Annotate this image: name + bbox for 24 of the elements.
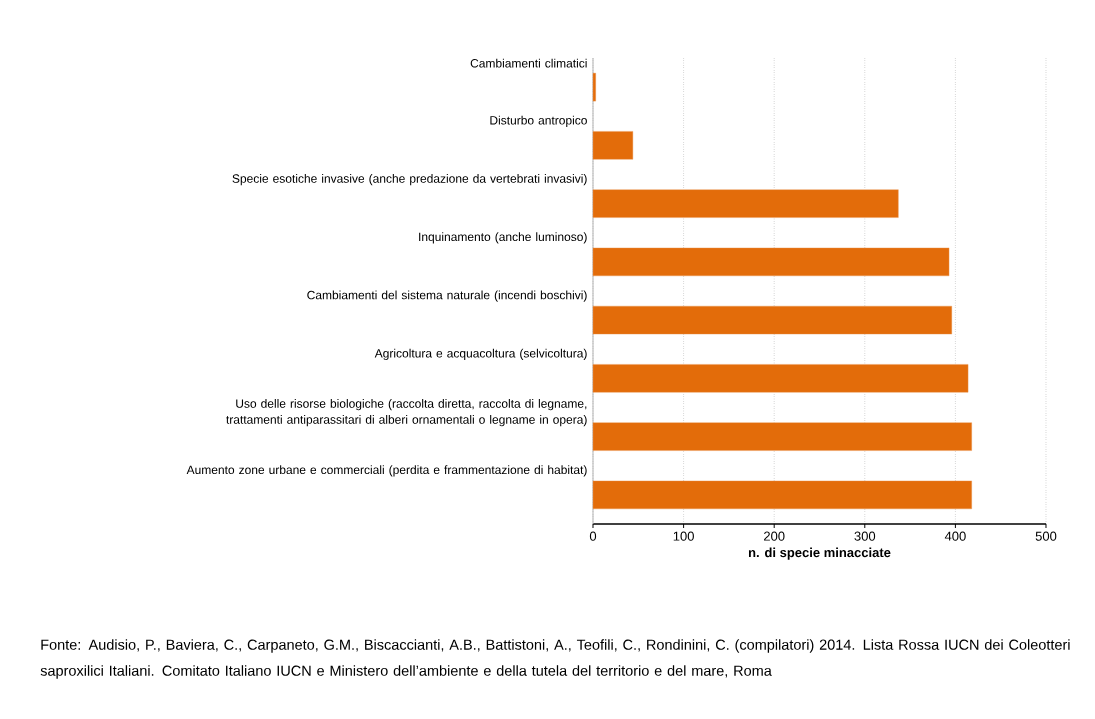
x-tick-label: 400 [944,531,966,541]
y-tick-label: Cambiamenti climatici [470,58,587,68]
bar [592,131,634,160]
y-tick-label: Aumento zone urbane e commerciali (perdita e frammentazione di habitat) [186,465,587,477]
bar [592,480,972,510]
y-tick-label: Uso delle risorse biologiche (raccolta diretta, raccolta di legname, trattamenti antiparassitari di alberi ornamentali o legname in opera) [226,399,587,427]
bar [592,422,972,451]
y-tick-label: Agricoltura e acquacoltura (selvicoltura) [374,348,587,360]
x-tick-label: 500 [1035,531,1057,541]
y-tick-label: Disturbo antropico [490,115,587,127]
bar [592,189,899,218]
bar [592,364,969,393]
y-tick-label: Specie esotiche invasive (anche predazione da vertebrati invasivi) [232,174,587,186]
x-tick-label: 300 [854,531,876,541]
source-note: Fonte: Audisio, P., Baviera, C., Carpaneto, G.M., Biscaccianti, A.B., Battistoni, A., Teofili, C., Rondinini, C. (compilatori) 2014. Lista Rossa IUCN dei Coleotteri saproxilici Italiani. Comitato Italiano IUCN e Ministero dell’ambiente e della tutela del territorio e del mare, Roma [40,639,1070,679]
x-tick-label: 200 [764,531,785,541]
x-tick-label: 100 [673,531,694,541]
bar [592,305,952,335]
bar [592,72,596,102]
y-tick-label: Cambiamenti del sistema naturale (incendi boschivi) [307,290,587,302]
y-tick-label: Inquinamento (anche luminoso) [419,232,587,244]
bar [592,247,950,277]
x-axis-title: n. di specie minacciate [748,547,891,560]
x-tick-label: 0 [589,531,597,541]
